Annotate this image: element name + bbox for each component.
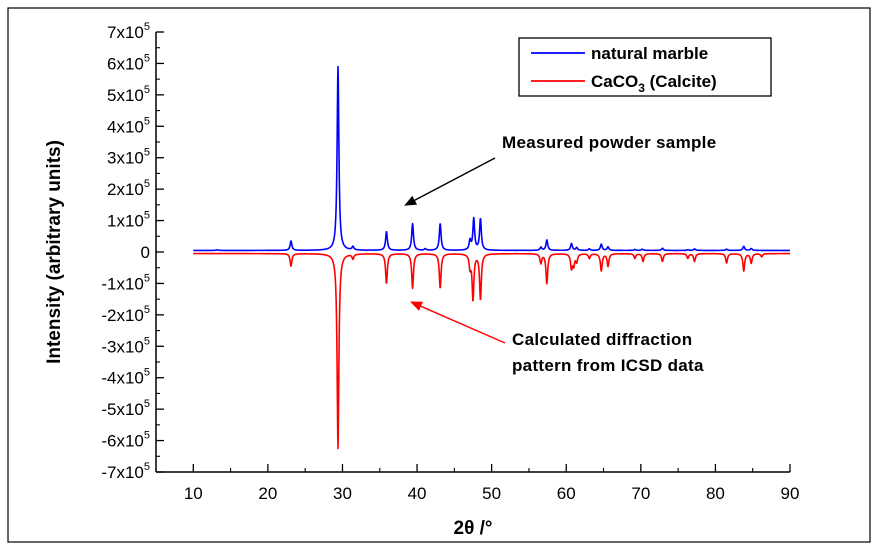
x-tick-label: 70 xyxy=(631,484,650,503)
plot-area xyxy=(192,65,791,450)
y-tick-label: -2x105 xyxy=(101,304,150,325)
legend-label: CaCO3 (Calcite) xyxy=(591,72,717,95)
annotation-arrow-calculated xyxy=(410,301,506,344)
y-tick-label: 7x105 xyxy=(107,21,150,42)
x-tick-label: 30 xyxy=(333,484,352,503)
annotations: Measured powder sample Calculated diffrac… xyxy=(404,133,716,375)
annotation-calculated-line: Calculated diffraction xyxy=(512,330,692,349)
annotation-calculated-line: pattern from ICSD data xyxy=(512,356,704,375)
y-tick-label: 1x105 xyxy=(107,210,150,231)
x-tick-label: 90 xyxy=(781,484,800,503)
y-tick-label: 2x105 xyxy=(107,178,150,199)
series-line-natural-marble xyxy=(192,65,791,252)
x-tick-label: 40 xyxy=(408,484,427,503)
x-tick-label: 60 xyxy=(557,484,576,503)
annotation-measured: Measured powder sample xyxy=(502,133,716,152)
y-tick-label: -4x105 xyxy=(101,367,150,388)
legend-box xyxy=(518,37,772,97)
y-tick-label: 5x105 xyxy=(107,84,150,105)
y-tick-label: 0 xyxy=(141,243,150,262)
y-tick-label: -3x105 xyxy=(101,335,150,356)
annotation-arrow-measured xyxy=(404,157,496,206)
legend: natural marble CaCO3 (Calcite) xyxy=(518,37,772,97)
y-tick-label: -5x105 xyxy=(101,398,150,419)
x-axis-title: 2θ /° xyxy=(454,518,493,539)
y-tick-label: 6x105 xyxy=(107,52,150,73)
x-tick-label: 20 xyxy=(258,484,277,503)
legend-label: natural marble xyxy=(591,44,708,63)
y-tick-label: 4x105 xyxy=(107,115,150,136)
series-line-calcite xyxy=(192,252,791,450)
y-tick-label: -7x105 xyxy=(101,461,150,482)
x-tick-label: 50 xyxy=(482,484,501,503)
axes: 7x105 6x105 5x105 4x105 3x105 2x105 1x105 0 -1x1… xyxy=(44,21,799,539)
y-tick-label: -6x105 xyxy=(101,430,150,451)
x-tick-label: 80 xyxy=(706,484,725,503)
y-tick-label: -1x105 xyxy=(101,272,150,293)
y-axis-title: Intensity (arbitrary units) xyxy=(44,140,65,364)
x-tick-label: 10 xyxy=(184,484,203,503)
y-tick-label: 3x105 xyxy=(107,147,150,168)
